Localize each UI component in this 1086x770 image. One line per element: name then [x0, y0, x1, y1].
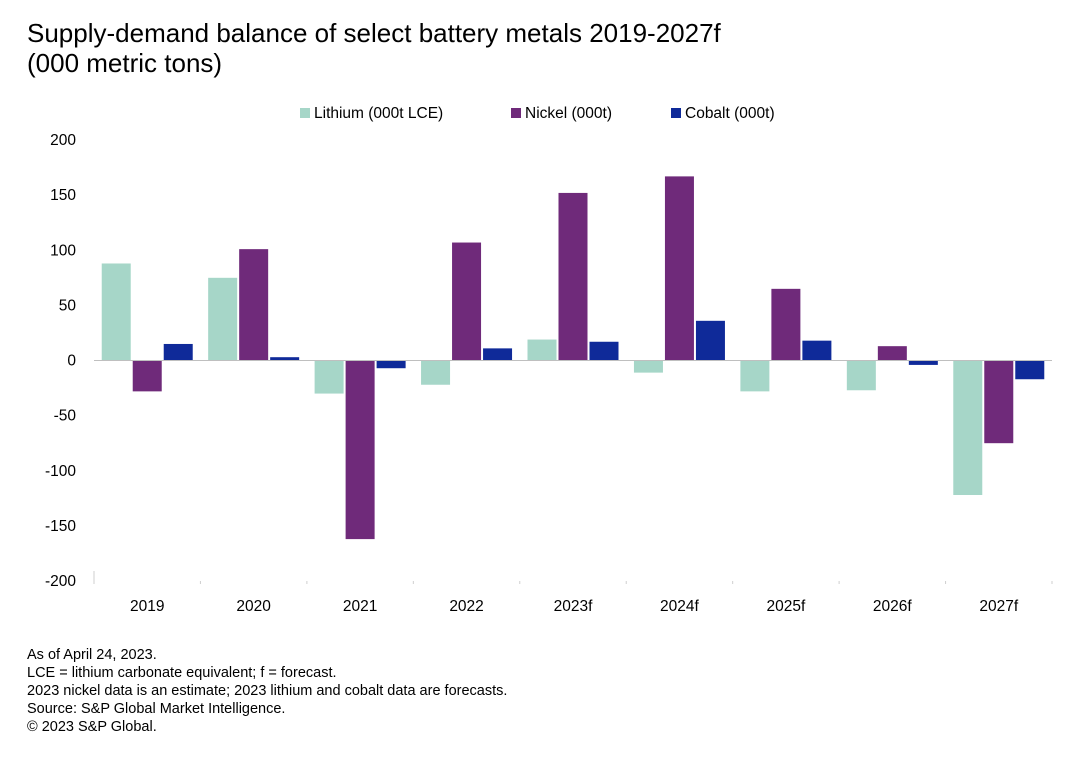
bar-nickel: [345, 360, 375, 540]
footnote-lce: LCE = lithium carbonate equivalent; f = …: [27, 665, 337, 681]
bar-lithium: [101, 263, 131, 361]
bar-nickel: [771, 288, 801, 361]
legend-label: Lithium (000t LCE): [314, 105, 443, 122]
bar-lithium: [314, 360, 344, 394]
legend-label: Cobalt (000t): [685, 105, 775, 122]
bar-cobalt: [589, 341, 619, 361]
y-tick-label: 50: [59, 297, 77, 314]
legend-swatch: [671, 108, 681, 118]
legend-label: Nickel (000t): [525, 105, 612, 122]
bar-nickel: [239, 249, 269, 361]
x-tick-label: 2024f: [660, 598, 699, 615]
bar-nickel: [984, 360, 1014, 444]
footnote-date: As of April 24, 2023.: [27, 647, 157, 663]
y-tick-label: -50: [54, 408, 77, 425]
x-tick-label: 2025f: [766, 598, 805, 615]
bar-lithium: [421, 360, 451, 385]
footnotes: As of April 24, 2023. LCE = lithium carb…: [27, 646, 507, 736]
chart-title-line: Supply-demand balance of select battery …: [27, 18, 721, 48]
x-tick-label: 2022: [449, 598, 483, 615]
bar-cobalt: [483, 348, 513, 361]
y-tick-label: 150: [50, 187, 76, 204]
y-tick-label: -150: [45, 518, 76, 535]
legend-swatch: [511, 108, 521, 118]
bar-cobalt: [695, 320, 725, 361]
footnote-estimate: 2023 nickel data is an estimate; 2023 li…: [27, 683, 508, 699]
chart-subtitle: (000 metric tons): [27, 48, 223, 78]
bar-cobalt: [908, 360, 938, 365]
bar-nickel: [664, 176, 694, 361]
bar-chart: 200 150 100 50 0 -50 -100 -150 -200 2019 2020 2021 2…: [45, 105, 1053, 615]
bar-cobalt: [270, 357, 300, 361]
bar-cobalt: [163, 343, 193, 361]
x-tick-label: 2021: [343, 598, 377, 615]
y-tick-label: 100: [50, 242, 76, 259]
bar-lithium: [208, 277, 238, 361]
chart-title: Supply-demand balance of select battery …: [27, 18, 721, 78]
bar-nickel: [132, 360, 162, 392]
y-tick-label: 0: [67, 353, 76, 370]
bar-lithium: [633, 360, 663, 373]
bar-lithium: [527, 339, 557, 361]
bar-lithium: [846, 360, 876, 391]
bar-nickel: [452, 242, 482, 361]
x-tick-label: 2023f: [554, 598, 593, 615]
bar-lithium: [953, 360, 983, 496]
bar-cobalt: [1015, 360, 1045, 380]
x-tick-label: 2027f: [979, 598, 1018, 615]
bar-cobalt: [802, 340, 832, 361]
footnote-source: Source: S&P Global Market Intelligence.: [27, 701, 286, 717]
y-tick-label: 200: [50, 132, 76, 149]
bar-nickel: [877, 346, 907, 361]
legend-swatch: [300, 108, 310, 118]
bar-nickel: [558, 192, 588, 361]
y-tick-label: -200: [45, 573, 76, 590]
x-tick-label: 2020: [236, 598, 271, 615]
y-tick-label: -100: [45, 463, 76, 480]
bar-cobalt: [376, 360, 406, 369]
x-tick-label: 2026f: [873, 598, 912, 615]
footnote-copyright: © 2023 S&P Global.: [27, 719, 157, 735]
bar-lithium: [740, 360, 770, 392]
x-tick-label: 2019: [130, 598, 164, 615]
